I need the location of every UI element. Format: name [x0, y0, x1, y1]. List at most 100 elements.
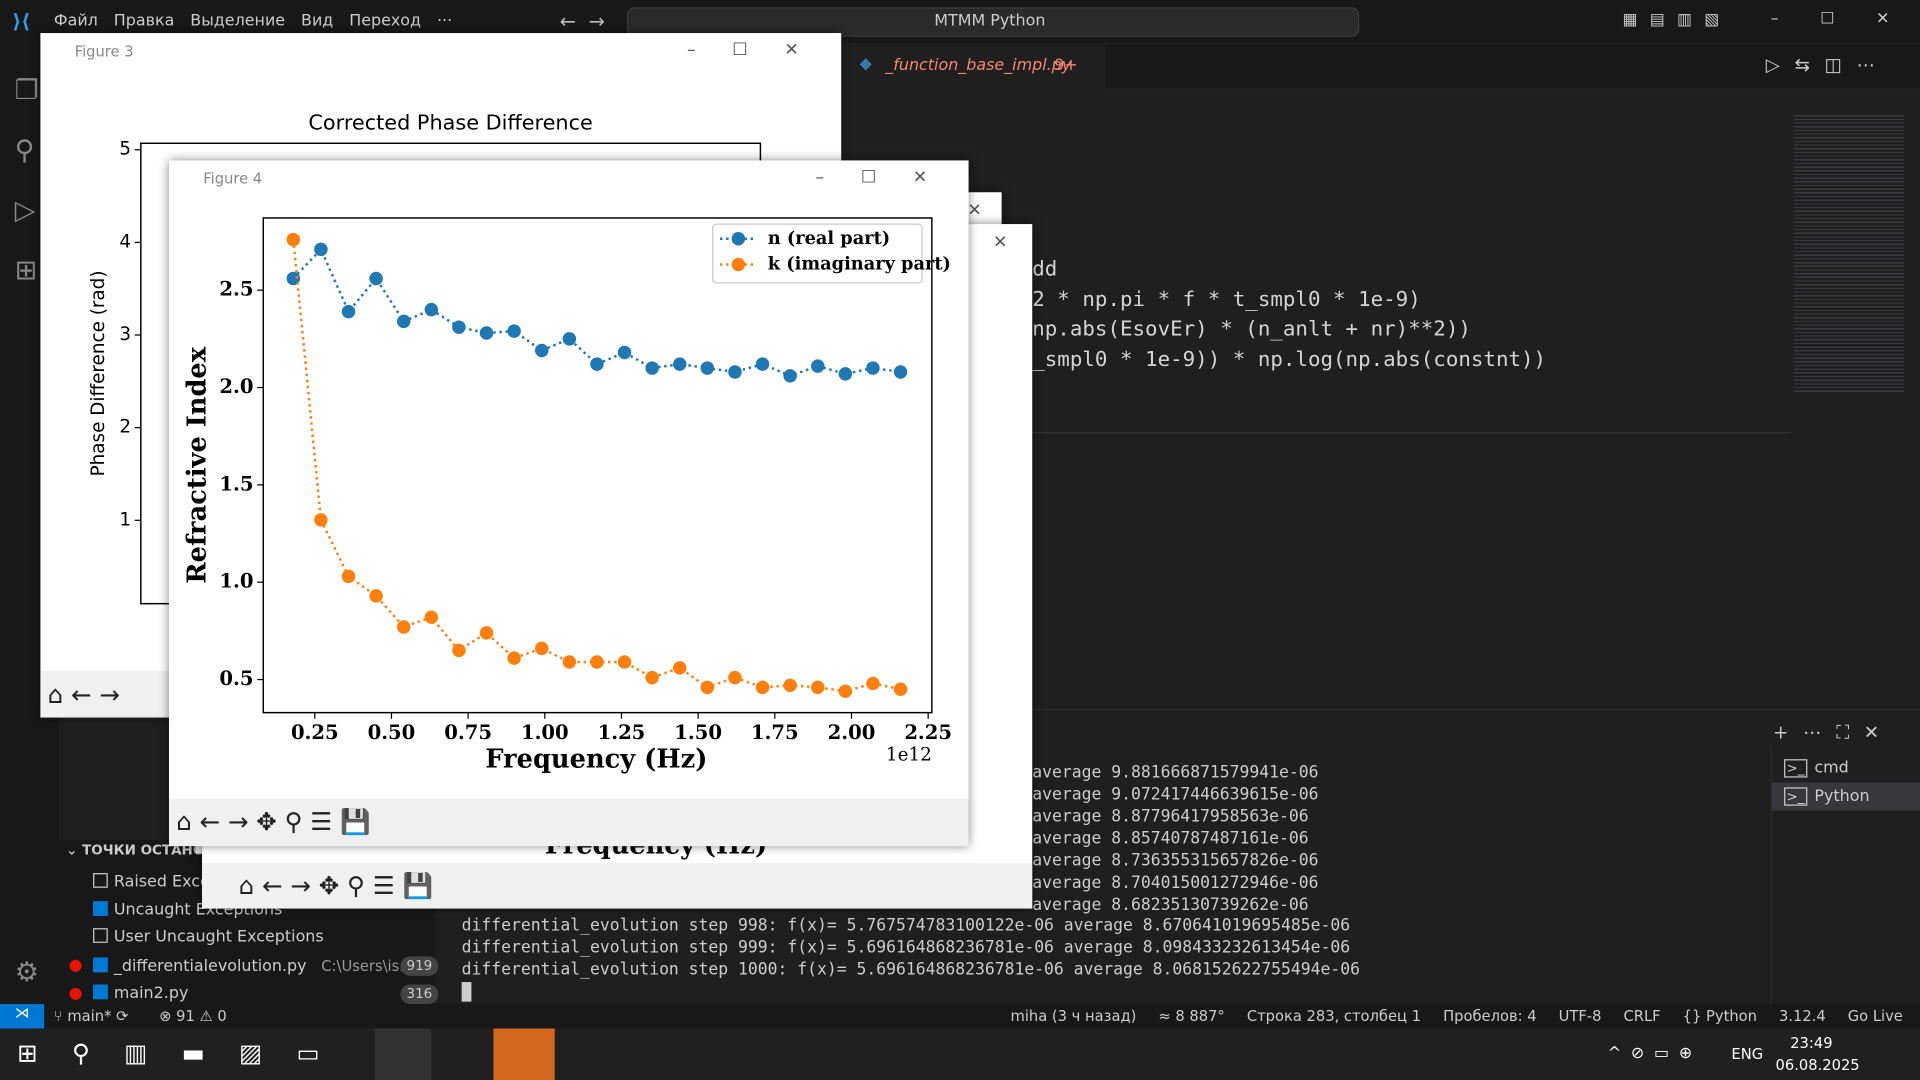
data-point	[424, 610, 439, 624]
data-point	[562, 655, 577, 669]
data-point	[755, 680, 770, 695]
file-path: C:\Users\is...	[321, 956, 414, 975]
menu-item[interactable]: Переход	[349, 12, 422, 31]
data-point	[479, 326, 494, 340]
checkbox[interactable]	[93, 984, 108, 1000]
editor-tab[interactable]: ◆ _function_base_impl.py 9+	[842, 44, 1106, 89]
settings-icon[interactable]: ⚙	[14, 957, 39, 989]
python-task[interactable]	[493, 1028, 555, 1080]
data-point	[341, 569, 356, 584]
lang[interactable]: ENG	[1731, 1045, 1764, 1063]
status-item[interactable]: Пробелов: 4	[1443, 1007, 1537, 1025]
menu-item[interactable]: Вид	[301, 12, 334, 31]
branch[interactable]: ⑂ main* ⟳	[53, 1007, 129, 1025]
terminal-line: average 8.68235130739262e-06	[1032, 896, 1309, 915]
y-tick-label: 2.5	[219, 278, 253, 301]
code: dd 2 * np.pi * f * t_smpl0 * 1e-9) np.abs(…	[1032, 255, 1546, 375]
toolbar[interactable]: ⌂ ← → ✥ ⚲ ☰ 💾	[202, 863, 1033, 909]
figure4-plot: 0.5 1.0 1.5 2.0 2.5 0.25 0.50 0.75 1.00 1.25 1.50 1…	[182, 217, 952, 774]
x-tick-label: 0.75	[444, 721, 492, 744]
chart-title: Corrected Phase Difference	[308, 111, 592, 135]
data-point	[534, 343, 549, 358]
terminal-tab[interactable]: >_ cmd	[1772, 754, 1920, 782]
activity-icons[interactable]: ❐ ⚲ ▷ ⊞	[14, 75, 39, 287]
taskbar-icons[interactable]: ⊞⚲▥▬▨▭	[17, 1038, 354, 1068]
clock-time[interactable]: 23:49	[1790, 1034, 1833, 1052]
status-item[interactable]: CRLF	[1623, 1007, 1661, 1025]
toolbar[interactable]: ⌂ ← → ✥ ⚲ ☰ 💾	[168, 798, 969, 847]
tray-icons[interactable]: ^⊘▭⊕	[1607, 1044, 1703, 1063]
editor-actions[interactable]: ▷⇆◫⋯	[1765, 53, 1890, 76]
status-item[interactable]: miha (3 ч назад)	[1010, 1007, 1137, 1025]
status-item[interactable]: {} Python	[1682, 1007, 1757, 1025]
data-point	[811, 359, 825, 373]
breakpoint-file[interactable]: ● _differentialevolution.py C:\Users\is...…	[69, 952, 448, 981]
plot-area	[262, 217, 933, 714]
status-item[interactable]: Строка 283, столбец 1	[1246, 1007, 1422, 1025]
window-controls[interactable]: –☐✕	[815, 167, 965, 188]
y-axis-label: Phase Difference (rad)	[88, 271, 109, 477]
menu: Файл Правка Выделение Вид Переход ···	[54, 12, 452, 30]
data-point	[424, 302, 439, 317]
checkbox[interactable]	[93, 956, 108, 972]
legend-box	[712, 223, 923, 284]
terminal-line: average 8.85740787487161e-06	[1032, 830, 1309, 849]
data-point	[534, 641, 549, 656]
problems[interactable]: ⊗ 91 ⚠ 0	[159, 1007, 227, 1025]
window-controls[interactable]: –☐✕	[686, 40, 836, 61]
status-item[interactable]: UTF-8	[1558, 1007, 1602, 1025]
taskbar: ⊞⚲▥▬▨▭ ^⊘▭⊕ ENG 23:49 06.08.2025	[0, 1028, 1920, 1080]
x-tick-label: 2.25	[904, 721, 952, 744]
nav-arrows[interactable]: ← →	[559, 9, 605, 34]
breakpoint-file[interactable]: ● main2.py 316	[69, 981, 448, 1009]
menu-item[interactable]: ···	[436, 12, 453, 31]
x-axis-label: Frequency (Hz)	[485, 744, 707, 774]
checkbox[interactable]	[93, 900, 108, 916]
y-tick-label: 2	[119, 417, 131, 438]
breakpoint-item[interactable]: User Uncaught Exceptions	[93, 924, 448, 952]
y-tick-label: 2.0	[219, 375, 253, 398]
remote-button[interactable]: ⋊	[0, 1004, 45, 1029]
terminal-line: differential_evolution step 998: f(x)= 5…	[461, 917, 1351, 936]
y-tick-label: 1	[119, 509, 131, 530]
status-item[interactable]: 3.12.4	[1779, 1007, 1826, 1025]
code-line: _smpl0 * 1e-9)) * np.log(np.abs(constnt)…	[1032, 347, 1547, 372]
panel-actions[interactable]: +⋯⛶✕	[1773, 721, 1894, 744]
data-point	[562, 332, 577, 346]
data-point	[755, 357, 770, 371]
data-point	[286, 271, 301, 286]
checkbox[interactable]	[93, 928, 108, 943]
figure4-window: Figure 4 –☐✕ 0.5 1.0 1.5 2.0 2.5 0.25 0.50 0.75…	[168, 160, 969, 847]
terminal-line: differential_evolution step 999: f(x)= 5…	[461, 939, 1351, 958]
menu-item[interactable]: Файл	[53, 12, 98, 31]
data-point	[893, 365, 908, 379]
close[interactable]: ✕	[967, 200, 982, 221]
close[interactable]: ✕	[993, 232, 1008, 253]
data-point	[452, 643, 466, 658]
terminal-tab[interactable]: >_ Python	[1771, 782, 1920, 811]
terminal-list: >_ cmd >_ Python	[1771, 754, 1920, 811]
breakpoints-title: ТОЧКИ ОСТАНОВ	[82, 842, 215, 859]
data-point	[314, 242, 328, 257]
menu-item[interactable]: Правка	[113, 12, 175, 31]
panel-border	[1032, 708, 1920, 711]
vscode-task[interactable]	[374, 1028, 432, 1080]
status-item[interactable]: Go Live	[1847, 1007, 1903, 1025]
window-title: Figure 3	[74, 42, 134, 61]
y-tick-label: 4	[119, 231, 131, 252]
data-point	[479, 626, 494, 640]
window-buttons[interactable]: –☐✕	[1770, 9, 1920, 29]
terminal-line: differential_evolution step 1000: f(x)= …	[461, 961, 1360, 980]
data-point	[507, 651, 521, 665]
layout-buttons[interactable]: ▦▤▥▧	[1622, 11, 1732, 30]
data-point	[617, 655, 632, 669]
menu-item[interactable]: Выделение	[190, 12, 286, 31]
line-count: 919	[400, 955, 439, 976]
search-box[interactable]: MTMM Python	[626, 7, 1360, 37]
data-point	[590, 655, 604, 669]
clock-date[interactable]: 06.08.2025	[1775, 1056, 1860, 1074]
code-line: 2 * np.pi * f * t_smpl0 * 1e-9)	[1032, 287, 1421, 312]
terminal: differential_evolution step 998: f(x)= 5…	[462, 916, 1360, 982]
checkbox[interactable]	[93, 873, 108, 888]
status-item[interactable]: ≈ 8 887°	[1158, 1007, 1225, 1025]
